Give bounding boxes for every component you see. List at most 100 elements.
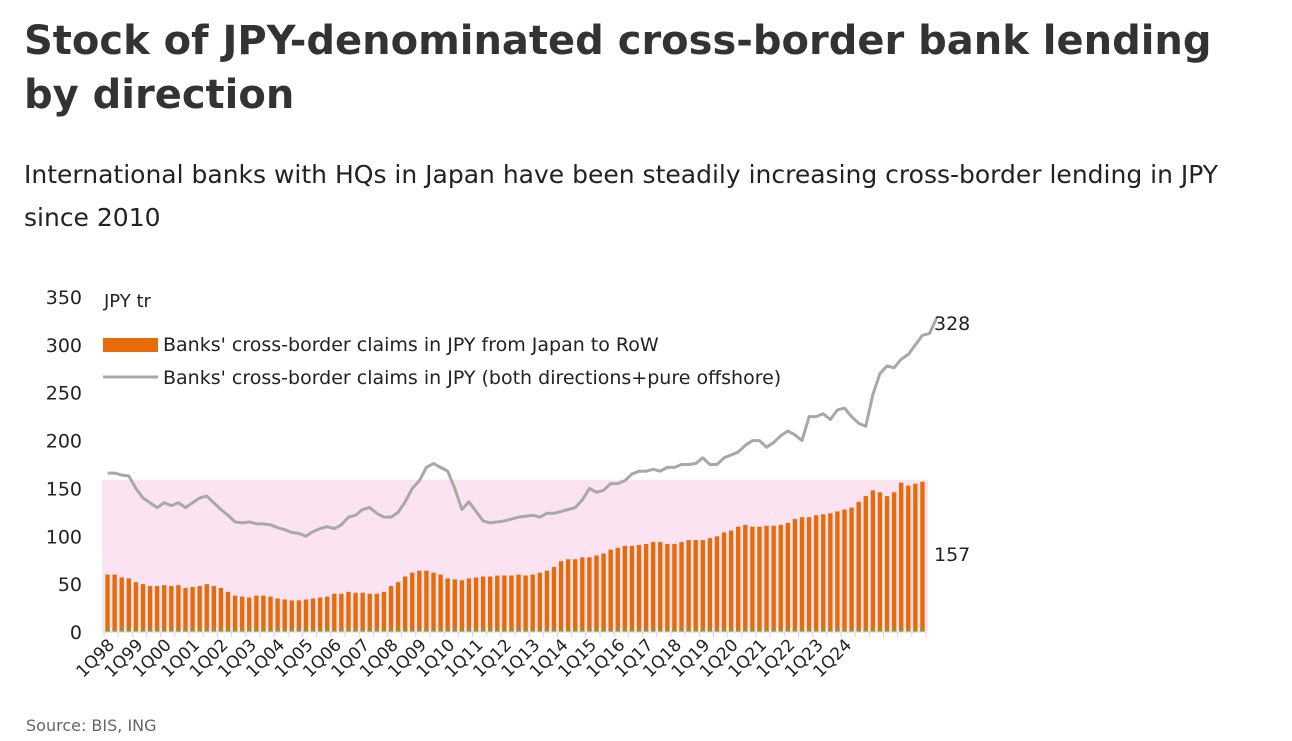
bar bbox=[452, 579, 457, 632]
bar bbox=[183, 587, 188, 632]
bar-base bbox=[665, 629, 670, 632]
y-axis: 0 50 100 150 200 250 300 350 bbox=[46, 287, 82, 644]
bar-base bbox=[757, 629, 762, 632]
bar-base bbox=[480, 629, 486, 632]
bar-base bbox=[771, 629, 776, 632]
shade-layer bbox=[102, 479, 928, 632]
bar-base bbox=[268, 629, 273, 632]
bar bbox=[495, 575, 500, 632]
legend: Banks' cross-border claims in JPY from J… bbox=[103, 334, 781, 389]
bar-base bbox=[643, 629, 649, 632]
y-tick-label: 150 bbox=[46, 478, 82, 500]
bar bbox=[126, 578, 131, 632]
bar bbox=[835, 511, 840, 632]
bar bbox=[842, 509, 847, 632]
bar bbox=[785, 522, 791, 632]
bar-base bbox=[707, 629, 713, 632]
bar bbox=[806, 517, 812, 632]
bar-base bbox=[537, 629, 542, 632]
bar bbox=[254, 595, 259, 632]
bar-backdrop bbox=[102, 479, 928, 632]
bar bbox=[679, 542, 684, 632]
bar bbox=[629, 545, 635, 632]
bar bbox=[899, 482, 904, 632]
bar bbox=[906, 485, 911, 632]
bar bbox=[176, 585, 181, 632]
bar-base bbox=[282, 629, 287, 632]
bar bbox=[424, 570, 429, 632]
end-label-line: 328 bbox=[934, 313, 970, 335]
bar-base bbox=[615, 629, 620, 632]
bar bbox=[204, 584, 209, 632]
legend-bar-swatch bbox=[103, 338, 158, 352]
y-tick-label: 100 bbox=[46, 526, 82, 548]
bar-base bbox=[502, 629, 507, 632]
end-label-bars: 157 bbox=[934, 544, 970, 566]
bar bbox=[778, 524, 783, 632]
bar bbox=[580, 557, 585, 632]
bar-base bbox=[778, 629, 783, 632]
bar-base bbox=[913, 629, 918, 632]
bar-base bbox=[254, 629, 259, 632]
bar-base bbox=[239, 629, 245, 632]
bar bbox=[346, 591, 351, 632]
bar bbox=[884, 496, 890, 632]
bar bbox=[565, 559, 571, 632]
bar bbox=[239, 596, 245, 632]
bar bbox=[771, 525, 776, 632]
bar-base bbox=[388, 629, 394, 632]
bar bbox=[473, 577, 479, 632]
bar bbox=[721, 532, 727, 632]
bar bbox=[764, 525, 769, 632]
bar-base bbox=[721, 629, 727, 632]
bar bbox=[325, 596, 330, 632]
bar-base bbox=[863, 629, 868, 632]
bar bbox=[282, 599, 287, 632]
bar-base bbox=[629, 629, 635, 632]
bar-base bbox=[126, 629, 131, 632]
bar-base bbox=[204, 629, 209, 632]
bar-base bbox=[381, 629, 387, 632]
bar bbox=[119, 577, 124, 632]
bar-base bbox=[289, 629, 294, 632]
bar-base bbox=[197, 629, 202, 632]
bar-base bbox=[870, 629, 876, 632]
bar bbox=[431, 572, 436, 632]
bar-base bbox=[261, 629, 266, 632]
bar-base bbox=[813, 629, 819, 632]
bar-base bbox=[580, 629, 585, 632]
bar bbox=[757, 526, 762, 632]
bar bbox=[870, 490, 876, 632]
bar bbox=[502, 575, 507, 632]
x-axis: 1Q981Q991Q001Q011Q021Q031Q041Q051Q061Q07… bbox=[72, 631, 927, 682]
bar bbox=[573, 559, 578, 632]
bar bbox=[402, 576, 408, 632]
chart-subtitle: International banks with HQs in Japan ha… bbox=[24, 160, 1219, 232]
bar-base bbox=[154, 629, 160, 632]
bar bbox=[636, 544, 642, 632]
bar bbox=[339, 593, 344, 632]
chart-title: Stock of JPY-denominated cross-border ba… bbox=[24, 18, 1212, 118]
bar-base bbox=[119, 629, 124, 632]
bar-base bbox=[573, 629, 578, 632]
bar-base bbox=[310, 629, 316, 632]
bar bbox=[728, 530, 734, 632]
bar bbox=[169, 586, 174, 632]
bar bbox=[367, 593, 372, 632]
bar-base bbox=[544, 629, 550, 632]
bar-base bbox=[360, 629, 365, 632]
bar-base bbox=[736, 629, 741, 632]
bar bbox=[410, 572, 415, 632]
bar bbox=[622, 545, 628, 632]
bar-base bbox=[325, 629, 330, 632]
bar-base bbox=[509, 629, 514, 632]
bar-base bbox=[601, 629, 606, 632]
bar bbox=[799, 517, 805, 632]
bar bbox=[913, 483, 918, 632]
legend-line-label: Banks' cross-border claims in JPY (both … bbox=[163, 367, 781, 389]
bar-base bbox=[495, 629, 500, 632]
bar bbox=[736, 526, 741, 632]
bar-base bbox=[806, 629, 812, 632]
bar-base bbox=[523, 629, 528, 632]
bar-base bbox=[140, 629, 146, 632]
